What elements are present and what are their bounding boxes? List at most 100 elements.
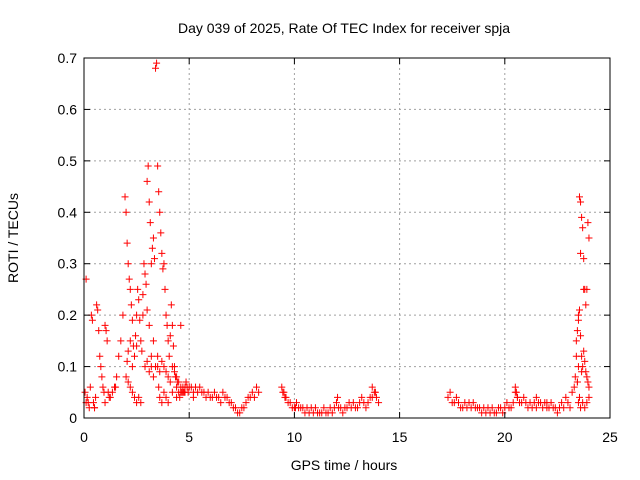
- data-point: [158, 399, 166, 407]
- x-tick-label: 10: [287, 429, 303, 445]
- y-tick-label: 0.2: [58, 307, 78, 323]
- data-point: [152, 64, 160, 72]
- data-point: [182, 378, 190, 386]
- y-tick-label: 0.4: [58, 204, 78, 220]
- data-point: [88, 316, 96, 324]
- data-point: [103, 337, 111, 345]
- data-point: [585, 383, 593, 391]
- data-point: [164, 399, 172, 407]
- data-point: [577, 332, 585, 340]
- data-point: [143, 357, 151, 365]
- data-points: [81, 59, 593, 417]
- data-point: [248, 388, 256, 396]
- data-point: [124, 347, 132, 355]
- data-point: [169, 342, 177, 350]
- data-point: [293, 399, 301, 407]
- data-point: [89, 399, 97, 407]
- data-point: [582, 301, 590, 309]
- data-point: [575, 393, 583, 401]
- data-point: [133, 311, 141, 319]
- data-point: [364, 399, 372, 407]
- data-point: [332, 399, 340, 407]
- data-point: [279, 388, 287, 396]
- data-point: [562, 393, 570, 401]
- data-point: [189, 393, 197, 401]
- data-point: [585, 393, 593, 401]
- data-point: [123, 239, 131, 247]
- data-point: [154, 363, 162, 371]
- data-point: [156, 393, 164, 401]
- data-point: [240, 404, 248, 412]
- data-point: [128, 363, 136, 371]
- data-point: [509, 399, 517, 407]
- data-point: [141, 363, 149, 371]
- data-point: [334, 393, 342, 401]
- data-point: [204, 388, 212, 396]
- data-point: [126, 285, 134, 293]
- data-point: [132, 332, 140, 340]
- data-point: [166, 332, 174, 340]
- y-tick-label: 0.3: [58, 256, 78, 272]
- plot-frame: [83, 57, 611, 419]
- data-point: [167, 301, 175, 309]
- data-point: [217, 399, 225, 407]
- data-point: [139, 311, 147, 319]
- data-point: [98, 373, 106, 381]
- data-point: [166, 378, 174, 386]
- data-point: [455, 399, 463, 407]
- data-point: [147, 260, 155, 268]
- x-tick-label: 5: [185, 429, 193, 445]
- data-point: [154, 162, 162, 170]
- data-point: [128, 316, 136, 324]
- data-point: [580, 285, 588, 293]
- data-point: [581, 357, 589, 365]
- data-point: [568, 388, 576, 396]
- data-point: [139, 291, 147, 299]
- data-point: [128, 388, 136, 396]
- data-point: [570, 383, 578, 391]
- data-point: [573, 327, 581, 335]
- data-point: [255, 388, 263, 396]
- data-point: [148, 244, 156, 252]
- data-point: [580, 255, 588, 263]
- data-point: [575, 306, 583, 314]
- data-point: [574, 316, 582, 324]
- data-point: [140, 260, 148, 268]
- data-point: [153, 59, 161, 67]
- data-point: [578, 352, 586, 360]
- data-point: [583, 399, 591, 407]
- data-point: [196, 383, 204, 391]
- data-point: [492, 409, 500, 417]
- data-point: [137, 399, 145, 407]
- data-point: [162, 311, 170, 319]
- data-point: [532, 404, 540, 412]
- data-point: [149, 234, 157, 242]
- data-point: [250, 393, 258, 401]
- data-point: [512, 388, 520, 396]
- data-point: [160, 388, 168, 396]
- data-point: [291, 404, 299, 412]
- y-tick-label: 0: [69, 410, 77, 426]
- data-point: [149, 373, 157, 381]
- data-point: [553, 409, 561, 417]
- data-point: [571, 373, 579, 381]
- data-point: [581, 404, 589, 412]
- data-point: [94, 306, 102, 314]
- data-point: [126, 383, 134, 391]
- data-point: [173, 393, 181, 401]
- data-point: [371, 388, 379, 396]
- data-point: [236, 409, 244, 417]
- data-point: [543, 399, 551, 407]
- data-point: [138, 347, 146, 355]
- data-point: [101, 399, 109, 407]
- data-point: [146, 219, 154, 227]
- data-point: [513, 393, 521, 401]
- data-point: [134, 285, 142, 293]
- data-point: [210, 388, 218, 396]
- data-point: [168, 363, 176, 371]
- data-point: [93, 301, 101, 309]
- data-point: [126, 337, 134, 345]
- data-point: [119, 311, 127, 319]
- data-point: [511, 383, 519, 391]
- data-point: [584, 219, 592, 227]
